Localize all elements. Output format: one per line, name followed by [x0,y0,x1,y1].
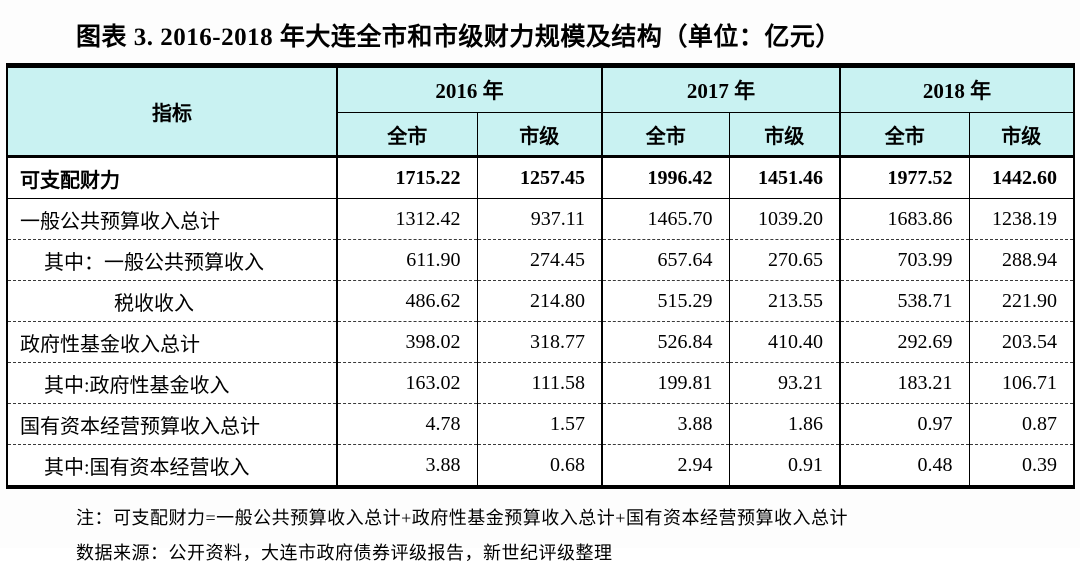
cell-value: 4.78 [336,403,477,445]
row-label: 国有资本经营预算收入总计 [7,403,337,445]
cell-value: 93.21 [728,362,840,404]
row-label: 税收收入 [7,280,337,322]
cell-value: 1.86 [728,403,840,445]
table-row-disposable-fiscal-strength: 可支配财力 1715.22 1257.45 1996.42 1451.46 19… [7,156,1074,199]
subheader-2017-citywide: 全市 [601,112,729,158]
cell-value: 0.91 [728,444,840,487]
page-title: 图表 3. 2016-2018 年大连全市和市级财力规模及结构（单位：亿元） [76,24,841,51]
cell-value: 538.71 [839,280,969,322]
table-row-state-capital-budget-revenue-total: 国有资本经营预算收入总计 4.78 1.57 3.88 1.86 0.97 0.… [7,403,1074,445]
cell-value: 1715.22 [336,156,477,199]
cell-value: 288.94 [968,239,1074,281]
year-header-2016: 2016 年 [336,65,602,113]
cell-value: 111.58 [476,362,602,404]
subheader-2016-citywide: 全市 [336,112,477,158]
cell-value: 292.69 [839,321,969,363]
year-header-2018: 2018 年 [839,65,1074,113]
cell-value: 526.84 [601,321,729,363]
cell-value: 1312.42 [336,198,477,240]
cell-value: 1996.42 [601,156,729,199]
cell-value: 1257.45 [476,156,602,199]
subheader-2016-municipal: 市级 [476,112,602,158]
cell-value: 0.87 [968,403,1074,445]
cell-value: 1683.86 [839,198,969,240]
indicator-column-header: 指标 [7,65,337,158]
table-row-general-budget-revenue-total: 一般公共预算收入总计 1312.42 937.11 1465.70 1039.2… [7,198,1074,240]
table-row-govt-fund-revenue-total: 政府性基金收入总计 398.02 318.77 526.84 410.40 29… [7,321,1074,363]
cell-value: 657.64 [601,239,729,281]
cell-value: 183.21 [839,362,969,404]
cell-value: 0.48 [839,444,969,487]
note-source: 数据来源：公开资料，大连市政府债券评级报告，新世纪评级整理 [76,543,613,563]
row-label: 其中:政府性基金收入 [7,362,337,404]
cell-value: 3.88 [336,444,477,487]
cell-value: 703.99 [839,239,969,281]
cell-value: 214.80 [476,280,602,322]
cell-value: 318.77 [476,321,602,363]
cell-value: 398.02 [336,321,477,363]
table-row-govt-fund-revenue: 其中:政府性基金收入 163.02 111.58 199.81 93.21 18… [7,362,1074,404]
cell-value: 0.97 [839,403,969,445]
row-label: 可支配财力 [7,156,337,199]
cell-value: 1451.46 [728,156,840,199]
cell-value: 515.29 [601,280,729,322]
cell-value: 611.90 [336,239,477,281]
table-row-state-capital-revenue: 其中:国有资本经营收入 3.88 0.68 2.94 0.91 0.48 0.3… [7,444,1074,487]
cell-value: 274.45 [476,239,602,281]
subheader-2017-municipal: 市级 [728,112,840,158]
cell-value: 106.71 [968,362,1074,404]
report-table-figure: 图表 3. 2016-2018 年大连全市和市级财力规模及结构（单位：亿元） 指… [6,24,1075,563]
cell-value: 221.90 [968,280,1074,322]
cell-value: 1238.19 [968,198,1074,240]
cell-value: 1442.60 [968,156,1074,199]
note-formula: 注：可支配财力=一般公共预算收入总计+政府性基金预算收入总计+国有资本经营预算收… [76,508,848,528]
cell-value: 3.88 [601,403,729,445]
cell-value: 0.39 [968,444,1074,487]
footnotes: 注：可支配财力=一般公共预算收入总计+政府性基金预算收入总计+国有资本经营预算收… [76,501,1080,571]
cell-value: 486.62 [336,280,477,322]
row-label: 一般公共预算收入总计 [7,198,337,240]
row-label: 其中:国有资本经营收入 [7,444,337,487]
cell-value: 163.02 [336,362,477,404]
subheader-2018-municipal: 市级 [968,112,1074,158]
row-label: 其中：一般公共预算收入 [7,239,337,281]
cell-value: 213.55 [728,280,840,322]
fiscal-table: 指标 2016 年 2017 年 2018 年 全市 市级 全市 市级 全市 市… [6,63,1075,489]
cell-value: 410.40 [728,321,840,363]
cell-value: 1039.20 [728,198,840,240]
subheader-2018-citywide: 全市 [839,112,969,158]
cell-value: 0.68 [476,444,602,487]
cell-value: 203.54 [968,321,1074,363]
cell-value: 1.57 [476,403,602,445]
cell-value: 1977.52 [839,156,969,199]
cell-value: 2.94 [601,444,729,487]
row-label: 政府性基金收入总计 [7,321,337,363]
year-header-2017: 2017 年 [601,65,840,113]
cell-value: 270.65 [728,239,840,281]
table-row-tax-revenue: 税收收入 486.62 214.80 515.29 213.55 538.71 … [7,280,1074,322]
cell-value: 199.81 [601,362,729,404]
cell-value: 1465.70 [601,198,729,240]
cell-value: 937.11 [476,198,602,240]
table-row-general-budget-revenue: 其中：一般公共预算收入 611.90 274.45 657.64 270.65 … [7,239,1074,281]
